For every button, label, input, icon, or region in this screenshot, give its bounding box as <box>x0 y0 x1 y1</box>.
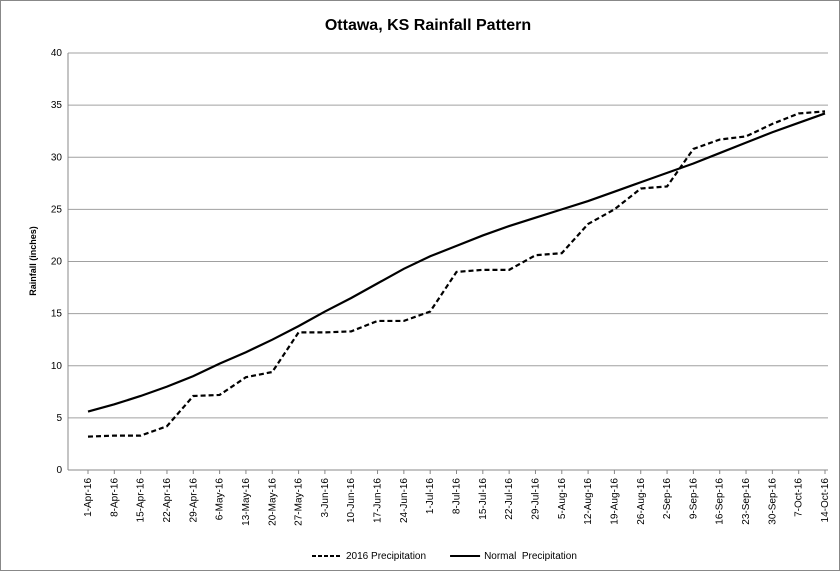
x-tick-label: 24-Jun-16 <box>399 478 410 523</box>
x-tick-label: 10-Jun-16 <box>346 478 357 523</box>
x-tick-label: 17-Jun-16 <box>373 478 384 523</box>
x-tick-label: 22-Jul-16 <box>504 478 515 520</box>
x-tick-label: 6-May-16 <box>215 478 226 521</box>
x-tick-label: 8-Jul-16 <box>452 478 463 515</box>
x-tick-label: 8-Apr-16 <box>109 478 120 517</box>
y-tick-label: 25 <box>51 204 63 215</box>
x-tick-label: 5-Aug-16 <box>557 478 568 520</box>
x-tick-label: 9-Sep-16 <box>688 478 699 520</box>
x-tick-label: 23-Sep-16 <box>741 478 752 525</box>
x-tick-label: 14-Oct-16 <box>820 478 831 523</box>
y-tick-label: 10 <box>51 361 63 372</box>
x-tick-label: 13-May-16 <box>241 478 252 526</box>
line <box>87 110 826 438</box>
x-tick-label: 16-Sep-16 <box>715 478 726 525</box>
y-tick-label: 30 <box>51 152 63 163</box>
y-axis-label: Rainfall (inches) <box>28 226 38 296</box>
x-tick-label: 12-Aug-16 <box>583 478 594 525</box>
y-tick-label: 15 <box>51 309 63 320</box>
x-tick-label: 29-Apr-16 <box>188 478 199 523</box>
x-tick-label: 1-Jul-16 <box>425 478 436 515</box>
x-tick-label: 20-May-16 <box>267 478 278 526</box>
legend-label: 2016 Precipitation <box>346 551 426 562</box>
x-tick-label: 15-Jul-16 <box>478 478 489 520</box>
x-tick-label: 22-Apr-16 <box>162 478 173 523</box>
y-tick-label: 35 <box>51 100 63 111</box>
legend-label: Normal Precipitation <box>484 551 577 562</box>
x-tick-label: 1-Apr-16 <box>83 478 94 517</box>
y-tick-label: 0 <box>56 465 62 476</box>
x-tick-label: 3-Jun-16 <box>320 478 331 518</box>
chart-title: Ottawa, KS Rainfall Pattern <box>325 17 531 34</box>
x-tick-label: 29-Jul-16 <box>530 478 541 520</box>
x-tick-label: 15-Apr-16 <box>136 478 147 523</box>
y-tick-label: 40 <box>51 48 63 59</box>
x-tick-label: 30-Sep-16 <box>767 478 778 525</box>
x-tick-label: 27-May-16 <box>294 478 305 526</box>
y-tick-label: 5 <box>56 413 62 424</box>
x-tick-label: 7-Oct-16 <box>794 478 805 517</box>
x-tick-label: 2-Sep-16 <box>662 478 673 520</box>
line <box>87 112 826 413</box>
x-tick-label: 19-Aug-16 <box>609 478 620 525</box>
y-tick-label: 20 <box>51 257 63 268</box>
x-tick-label: 26-Aug-16 <box>636 478 647 525</box>
